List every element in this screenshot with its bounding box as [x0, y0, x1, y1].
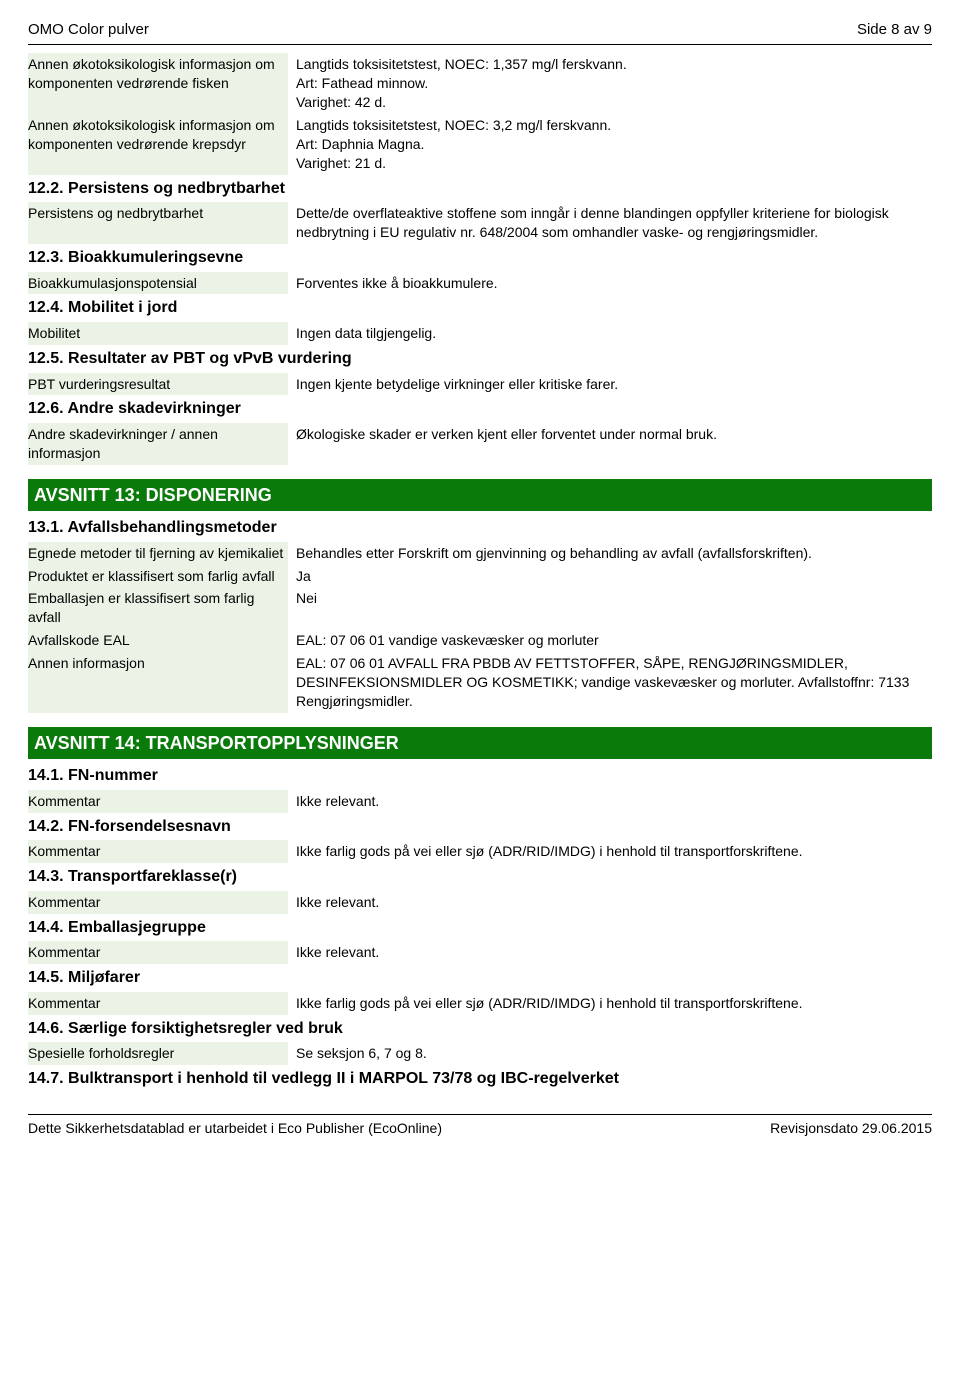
kv-value: Forventes ikke å bioakkumulere. — [288, 272, 932, 295]
subheading-14-6: 14.6. Særlige forsiktighetsregler ved br… — [28, 1018, 932, 1040]
kv-value: Dette/de overflateaktive stoffene som in… — [288, 202, 932, 244]
kv-value: Langtids toksisitetstest, NOEC: 3,2 mg/l… — [288, 114, 932, 175]
kv-label: Egnede metoder til fjerning av kjemikali… — [28, 542, 288, 565]
kv-label: Kommentar — [28, 891, 288, 914]
kv-row: Spesielle forholdsregler Se seksjon 6, 7… — [28, 1042, 932, 1065]
kv-row: Produktet er klassifisert som farlig avf… — [28, 565, 932, 588]
kv-label: Kommentar — [28, 992, 288, 1015]
kv-value: Ingen data tilgjengelig. — [288, 322, 932, 345]
kv-label: Emballasjen er klassifisert som farlig a… — [28, 587, 288, 629]
kv-row: Emballasjen er klassifisert som farlig a… — [28, 587, 932, 629]
kv-value: Ingen kjente betydelige virkninger eller… — [288, 373, 932, 396]
page-footer: Dette Sikkerhetsdatablad er utarbeidet i… — [28, 1114, 932, 1138]
kv-row: Kommentar Ikke relevant. — [28, 891, 932, 914]
kv-value: Ikke farlig gods på vei eller sjø (ADR/R… — [288, 992, 932, 1015]
section-13-title: AVSNITT 13: DISPONERING — [28, 479, 932, 511]
kv-value: Ja — [288, 565, 932, 588]
subheading-14-1: 14.1. FN-nummer — [28, 765, 932, 787]
kv-value: Ikke relevant. — [288, 941, 932, 964]
kv-value: EAL: 07 06 01 vandige vaskevæsker og mor… — [288, 629, 932, 652]
kv-value: EAL: 07 06 01 AVFALL FRA PBDB AV FETTSTO… — [288, 652, 932, 713]
subheading-13-1: 13.1. Avfallsbehandlingsmetoder — [28, 517, 932, 539]
doc-title: OMO Color pulver — [28, 20, 149, 40]
kv-value: Ikke farlig gods på vei eller sjø (ADR/R… — [288, 840, 932, 863]
subheading-12-3: 12.3. Bioakkumuleringsevne — [28, 247, 932, 269]
kv-value: Se seksjon 6, 7 og 8. — [288, 1042, 932, 1065]
kv-label: Annen økotoksikologisk informasjon om ko… — [28, 53, 288, 114]
subheading-14-7: 14.7. Bulktransport i henhold til vedleg… — [28, 1068, 932, 1090]
kv-label: Mobilitet — [28, 322, 288, 345]
kv-label: Annen informasjon — [28, 652, 288, 713]
page-indicator: Side 8 av 9 — [857, 20, 932, 40]
kv-row: Annen økotoksikologisk informasjon om ko… — [28, 114, 932, 175]
kv-row: Kommentar Ikke relevant. — [28, 941, 932, 964]
kv-label: Persistens og nedbrytbarhet — [28, 202, 288, 244]
subheading-14-2: 14.2. FN-forsendelsesnavn — [28, 816, 932, 838]
kv-value: Behandles etter Forskrift om gjenvinning… — [288, 542, 932, 565]
kv-row: Andre skadevirkninger / annen informasjo… — [28, 423, 932, 465]
subheading-14-3: 14.3. Transportfareklasse(r) — [28, 866, 932, 888]
kv-label: Produktet er klassifisert som farlig avf… — [28, 565, 288, 588]
kv-row: Kommentar Ikke relevant. — [28, 790, 932, 813]
kv-label: Spesielle forholdsregler — [28, 1042, 288, 1065]
kv-label: PBT vurderingsresultat — [28, 373, 288, 396]
kv-label: Andre skadevirkninger / annen informasjo… — [28, 423, 288, 465]
kv-label: Bioakkumulasjonspotensial — [28, 272, 288, 295]
kv-row: Bioakkumulasjonspotensial Forventes ikke… — [28, 272, 932, 295]
subheading-14-5: 14.5. Miljøfarer — [28, 967, 932, 989]
kv-value: Ikke relevant. — [288, 790, 932, 813]
kv-row: Mobilitet Ingen data tilgjengelig. — [28, 322, 932, 345]
kv-row: Kommentar Ikke farlig gods på vei eller … — [28, 840, 932, 863]
subheading-12-4: 12.4. Mobilitet i jord — [28, 297, 932, 319]
kv-label: Kommentar — [28, 840, 288, 863]
kv-value: Nei — [288, 587, 932, 629]
subheading-12-6: 12.6. Andre skadevirkninger — [28, 398, 932, 420]
footer-left: Dette Sikkerhetsdatablad er utarbeidet i… — [28, 1119, 442, 1138]
kv-row: Avfallskode EAL EAL: 07 06 01 vandige va… — [28, 629, 932, 652]
kv-row: Annen økotoksikologisk informasjon om ko… — [28, 53, 932, 114]
subheading-14-4: 14.4. Emballasjegruppe — [28, 917, 932, 939]
kv-label: Kommentar — [28, 941, 288, 964]
kv-value: Ikke relevant. — [288, 891, 932, 914]
kv-label: Kommentar — [28, 790, 288, 813]
section-14-title: AVSNITT 14: TRANSPORTOPPLYSNINGER — [28, 727, 932, 759]
page-header: OMO Color pulver Side 8 av 9 — [28, 20, 932, 45]
kv-row: Annen informasjon EAL: 07 06 01 AVFALL F… — [28, 652, 932, 713]
subheading-12-2: 12.2. Persistens og nedbrytbarhet — [28, 178, 932, 200]
subheading-12-5: 12.5. Resultater av PBT og vPvB vurderin… — [28, 348, 932, 370]
kv-row: Persistens og nedbrytbarhet Dette/de ove… — [28, 202, 932, 244]
kv-row: Egnede metoder til fjerning av kjemikali… — [28, 542, 932, 565]
kv-row: PBT vurderingsresultat Ingen kjente bety… — [28, 373, 932, 396]
kv-label: Avfallskode EAL — [28, 629, 288, 652]
kv-label: Annen økotoksikologisk informasjon om ko… — [28, 114, 288, 175]
kv-row: Kommentar Ikke farlig gods på vei eller … — [28, 992, 932, 1015]
footer-right: Revisjonsdato 29.06.2015 — [770, 1119, 932, 1138]
kv-value: Langtids toksisitetstest, NOEC: 1,357 mg… — [288, 53, 932, 114]
kv-value: Økologiske skader er verken kjent eller … — [288, 423, 932, 465]
